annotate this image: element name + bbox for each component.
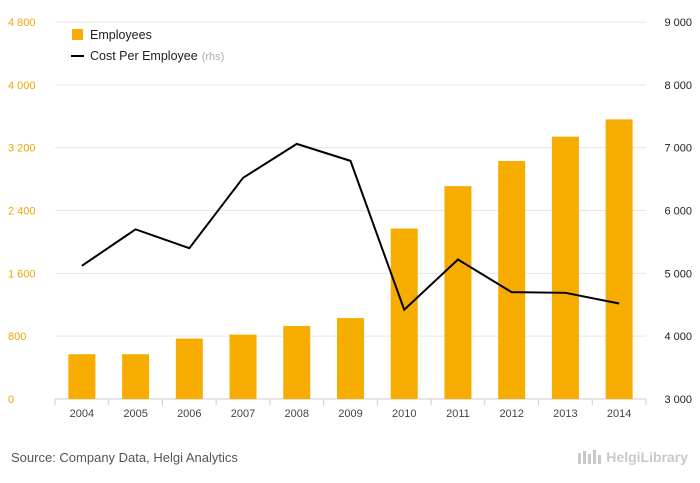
y-right-tick-label: 3 000 [664,394,692,406]
y-right-tick-label: 5 000 [664,268,692,280]
legend-swatch-employees [72,29,83,40]
x-tick-label: 2005 [123,408,147,420]
logo-text: HelgiLibrary [606,449,688,465]
y-axis-left: 0 800 1 600 2 400 3 200 4 000 4 800 [8,17,36,406]
y-right-tick-label: 7 000 [664,143,692,155]
bar-2012 [498,161,526,399]
helgi-library-logo: HelgiLibrary [577,449,688,465]
y-right-tick-label: 8 000 [664,80,692,92]
source-note: Source: Company Data, Helgi Analytics [11,450,238,465]
y-left-tick-label: 3 200 [8,143,36,155]
x-tick-label: 2004 [70,408,94,420]
x-tick-label: 2006 [177,408,201,420]
y-left-tick-label: 800 [8,331,26,343]
legend-label-employees: Employees [90,28,152,42]
y-left-tick-label: 4 800 [8,17,36,29]
bar-2004 [68,354,96,399]
bar-2010 [390,228,418,399]
bar-2007 [229,334,257,399]
x-tick-label: 2008 [285,408,309,420]
legend-label-cost-per-employee: Cost Per Employee (rhs) [90,49,224,63]
library-icon [578,450,602,464]
y-left-tick-label: 4 000 [8,80,36,92]
cost-per-employee-line [81,142,620,312]
bar-2006 [175,338,203,399]
y-left-tick-label: 1 600 [8,268,36,280]
x-tick-label: 2013 [553,408,577,420]
x-tick-label: 2010 [392,408,416,420]
x-tick-label: 2014 [607,408,631,420]
legend: Employees Cost Per Employee (rhs) [71,28,224,63]
employees-bars [68,119,633,400]
cost-per-employee-polyline [81,142,620,312]
bar-2005 [122,354,150,399]
y-right-tick-label: 4 000 [664,331,692,343]
legend-suffix-rhs: (rhs) [202,51,225,63]
grid-lines [55,21,646,400]
x-axis: 2004 2005 2006 2007 2008 2009 2010 2011 2012 2013… [54,399,647,420]
bar-2014 [605,119,633,400]
bar-2009 [337,318,364,399]
x-tick-label: 2009 [338,408,362,420]
y-axis-right: 3 000 4 000 5 000 6 000 7 000 8 000 9 000 [664,17,692,406]
y-right-tick-label: 9 000 [664,17,692,29]
bar-2013 [551,136,579,399]
y-left-tick-label: 2 400 [8,206,36,218]
y-right-tick-label: 6 000 [664,206,692,218]
bar-2011 [444,186,472,399]
x-tick-label: 2007 [231,408,255,420]
chart: 0 800 1 600 2 400 3 200 4 000 4 800 3 000 4 000… [8,17,692,420]
x-tick-label: 2011 [446,408,470,420]
bar-2008 [283,325,311,399]
x-tick-label: 2012 [499,408,523,420]
legend-name-cost-per-employee: Cost Per Employee [90,49,198,63]
y-left-tick-label: 0 [8,394,14,406]
